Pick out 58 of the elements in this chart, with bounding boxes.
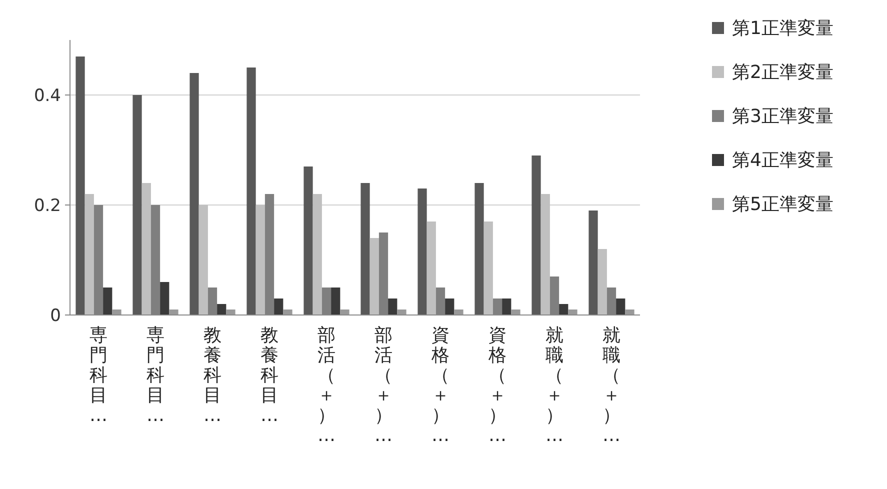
x-tick-label: 部活（＋）…: [374, 325, 392, 446]
bar: [142, 183, 151, 315]
bar: [511, 310, 520, 315]
bar: [312, 194, 322, 315]
bar: [304, 166, 313, 315]
bar: [198, 205, 208, 315]
x-tick-label: 資格（＋）…: [488, 325, 506, 446]
y-tick-label: 0: [50, 306, 61, 326]
bar: [540, 194, 550, 315]
x-tick-label: 資格（＋）…: [430, 325, 450, 446]
x-tick-label: 教養科目…: [260, 325, 278, 426]
x-tick-label: 教養科目…: [204, 325, 222, 426]
bar: [112, 310, 122, 315]
bar: [217, 304, 226, 315]
x-tick-label: 就職（＋）…: [546, 325, 564, 446]
bar: [454, 310, 464, 315]
bar: [132, 95, 142, 315]
bar: [226, 310, 236, 315]
bar: [625, 310, 634, 315]
legend-label: 第1正準変量: [732, 18, 834, 39]
bar: [76, 56, 85, 315]
x-tick-label: 部活（＋）…: [318, 325, 336, 446]
y-tick-label: 0.2: [34, 196, 61, 216]
bar: [370, 238, 379, 315]
bar: [84, 194, 94, 315]
bar: [103, 288, 112, 315]
bar: [360, 183, 370, 315]
bar: [426, 222, 436, 315]
bar: [274, 298, 284, 315]
bar: [484, 222, 493, 315]
bar: [588, 210, 598, 315]
bar: [616, 298, 626, 315]
bar: [246, 68, 256, 315]
y-tick-label: 0.4: [34, 86, 61, 106]
x-tick-label: 専門科目…: [90, 325, 108, 426]
bar: [559, 304, 568, 315]
bar: [445, 298, 454, 315]
legend-label: 第3正準変量: [732, 106, 834, 127]
bar: [190, 73, 199, 315]
bar: [568, 310, 578, 315]
legend-label: 第4正準変量: [732, 150, 834, 171]
bar: [331, 288, 340, 315]
x-tick-label: 専門科目…: [146, 325, 164, 426]
bar: [169, 310, 178, 315]
bar: [397, 310, 406, 315]
bar: [532, 156, 541, 315]
bar: [418, 188, 427, 315]
bar: [598, 249, 607, 315]
x-tick-label: 就職（＋）…: [602, 325, 620, 446]
legend-label: 第5正準変量: [732, 194, 834, 215]
bar: [474, 183, 484, 315]
bar: [502, 298, 512, 315]
bar: [283, 310, 292, 315]
bar: [340, 310, 350, 315]
legend-label: 第2正準変量: [732, 62, 834, 83]
bar: [388, 298, 398, 315]
bar: [256, 205, 265, 315]
bar: [160, 282, 170, 315]
